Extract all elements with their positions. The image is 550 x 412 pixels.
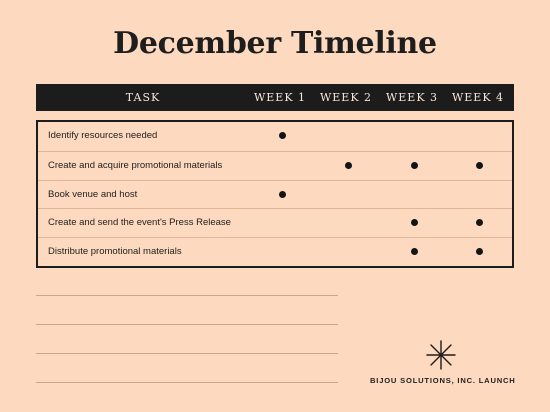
table-row: Identify resources needed (38, 122, 512, 151)
table-row: Create and send the event's Press Releas… (38, 208, 512, 238)
sparkle-star-icon (426, 340, 456, 370)
schedule-dot-week-1 (278, 190, 286, 198)
table-row: Create and acquire promotional materials (38, 150, 512, 181)
task-label: Create and acquire promotional materials (48, 159, 223, 171)
table-row: Book venue and host (38, 179, 512, 210)
task-label: Distribute promotional materials (48, 246, 182, 258)
schedule-dot-week-3 (410, 161, 418, 169)
column-header-task: TASK (125, 91, 161, 104)
note-line (36, 295, 338, 296)
task-label: Create and send the event's Press Releas… (48, 217, 231, 229)
page-title: December Timeline (113, 26, 437, 61)
column-header-week-2: WEEK 2 (319, 91, 373, 104)
note-line (36, 353, 338, 354)
brand-footer: BIJOU SOLUTIONS, INC. LAUNCH (370, 376, 516, 385)
note-line (36, 324, 338, 325)
schedule-dot-week-4 (475, 248, 483, 256)
task-label: Book venue and host (48, 188, 138, 200)
task-label: Identify resources needed (48, 130, 158, 141)
schedule-dot-week-1 (278, 132, 286, 139)
schedule-dot-week-3 (410, 219, 418, 227)
column-header-week-3: WEEK 3 (385, 91, 439, 104)
note-line (36, 382, 338, 383)
schedule-dot-week-4 (475, 161, 483, 169)
schedule-dot-week-3 (410, 248, 418, 256)
column-header-week-4: WEEK 4 (451, 91, 505, 104)
schedule-dot-week-4 (475, 219, 483, 227)
timeline-table: Identify resources needed Create and acq… (36, 120, 514, 268)
timeline-header-bar: TASK WEEK 1 WEEK 2 WEEK 3 WEEK 4 (36, 84, 514, 111)
table-row: Distribute promotional materials (38, 237, 512, 267)
schedule-dot-week-2 (344, 161, 352, 169)
column-header-week-1: WEEK 1 (253, 91, 307, 104)
